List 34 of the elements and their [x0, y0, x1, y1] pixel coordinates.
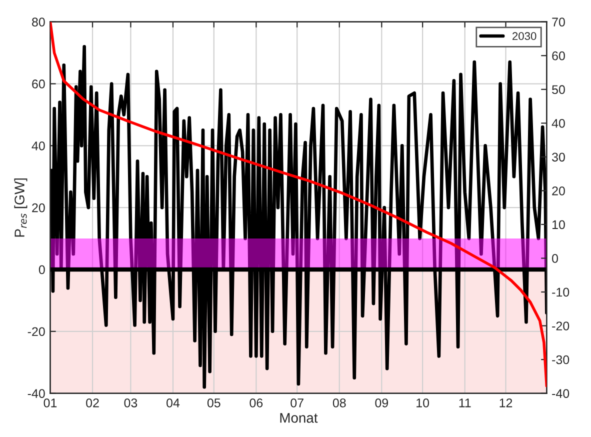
- y-tick-label: 20: [32, 203, 45, 212]
- y2-tick-label: 20: [552, 186, 565, 196]
- y2-tick-label: 70: [552, 18, 565, 26]
- y2-tick-label: 10: [552, 220, 565, 230]
- x-tick-label: 07: [290, 398, 304, 408]
- y-tick-label: -40: [28, 389, 45, 398]
- x-tick-label: 06: [250, 398, 263, 408]
- x-tick-label: 02: [86, 398, 99, 408]
- y-tick-label: 80: [32, 18, 45, 26]
- x-tick-label: 05: [207, 398, 220, 408]
- y2-tick-label: -20: [552, 322, 570, 330]
- y2-tick-label: 40: [552, 118, 565, 128]
- y2-tick-label: 60: [552, 51, 565, 60]
- legend-label: 2030: [512, 32, 536, 40]
- y-tick-label: -20: [28, 327, 45, 336]
- y-axis-title: P$_{res}$ [GW]: [14, 178, 28, 237]
- y2-tick-label: 0: [552, 254, 558, 263]
- x-tick-label: 03: [124, 398, 138, 408]
- x-tick-label: 04: [166, 398, 180, 408]
- y-tick-label: 60: [32, 80, 45, 88]
- y2-tick-label: -40: [552, 389, 570, 398]
- x-axis-title: Monat: [280, 413, 318, 423]
- x-tick-label: 11: [459, 398, 471, 408]
- y-tick-label: 0: [38, 265, 45, 274]
- x-tick-label: 01: [44, 398, 57, 408]
- y2-tick-label: 30: [552, 152, 565, 162]
- y2-tick-label: 50: [552, 85, 565, 94]
- x-tick-label: 12: [500, 398, 512, 408]
- y2-tick-label: -10: [552, 288, 570, 297]
- x-tick-label: 08: [332, 398, 346, 408]
- y-tick-label: 40: [32, 141, 45, 150]
- x-tick-label: 09: [375, 398, 388, 408]
- x-tick-label: 10: [416, 398, 430, 408]
- y2-tick-label: -30: [552, 355, 570, 364]
